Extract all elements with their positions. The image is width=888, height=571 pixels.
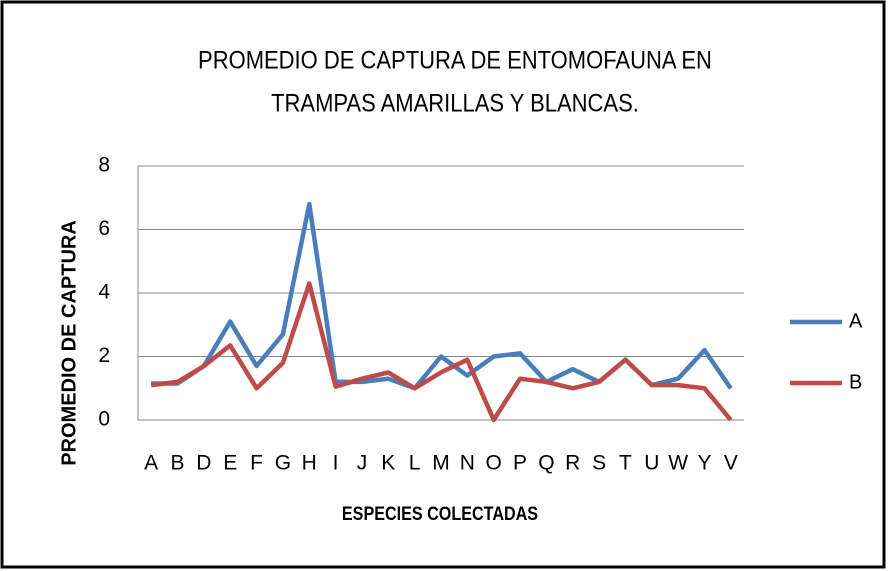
chart-title: TRAMPAS AMARILLAS Y BLANCAS.	[271, 89, 639, 117]
x-tick-label: A	[144, 452, 158, 475]
x-tick-label: K	[381, 452, 395, 475]
x-tick-label: V	[724, 452, 738, 475]
x-tick-label: J	[357, 452, 368, 475]
x-tick-label: U	[644, 452, 659, 475]
y-axis-label: PROMEDIO DE CAPTURA	[58, 220, 80, 466]
legend-label: A	[849, 310, 863, 332]
series-line	[150, 281, 733, 423]
x-tick-label: B	[171, 452, 185, 475]
x-tick-label: N	[460, 452, 475, 475]
x-axis-label: ESPECIES COLECTADAS	[342, 503, 538, 525]
y-tick-label: 4	[98, 281, 110, 304]
x-tick-label: H	[302, 452, 317, 475]
x-tick-label: I	[333, 452, 339, 475]
x-tick-label: G	[275, 452, 291, 475]
y-tick-label: 2	[98, 344, 110, 367]
x-tick-label: P	[513, 452, 527, 475]
x-tick-label: W	[668, 452, 688, 475]
x-tick-label: T	[619, 452, 632, 475]
x-tick-label: D	[196, 452, 211, 475]
x-tick-label: F	[250, 452, 263, 475]
x-tick-label: E	[223, 452, 237, 475]
y-tick-label: 0	[98, 408, 110, 431]
x-tick-label: R	[565, 452, 580, 475]
x-tick-label: Q	[538, 452, 554, 475]
legend-label: B	[849, 371, 862, 393]
x-tick-label: L	[409, 452, 421, 475]
y-tick-label: 6	[98, 217, 110, 240]
x-tick-label: S	[592, 452, 606, 475]
x-tick-label: M	[432, 452, 450, 475]
x-tick-label: O	[486, 452, 502, 475]
x-tick-label: Y	[697, 452, 711, 475]
chart-title: PROMEDIO DE CAPTURA DE ENTOMOFAUNA EN	[198, 46, 712, 74]
y-tick-label: 8	[98, 154, 110, 177]
